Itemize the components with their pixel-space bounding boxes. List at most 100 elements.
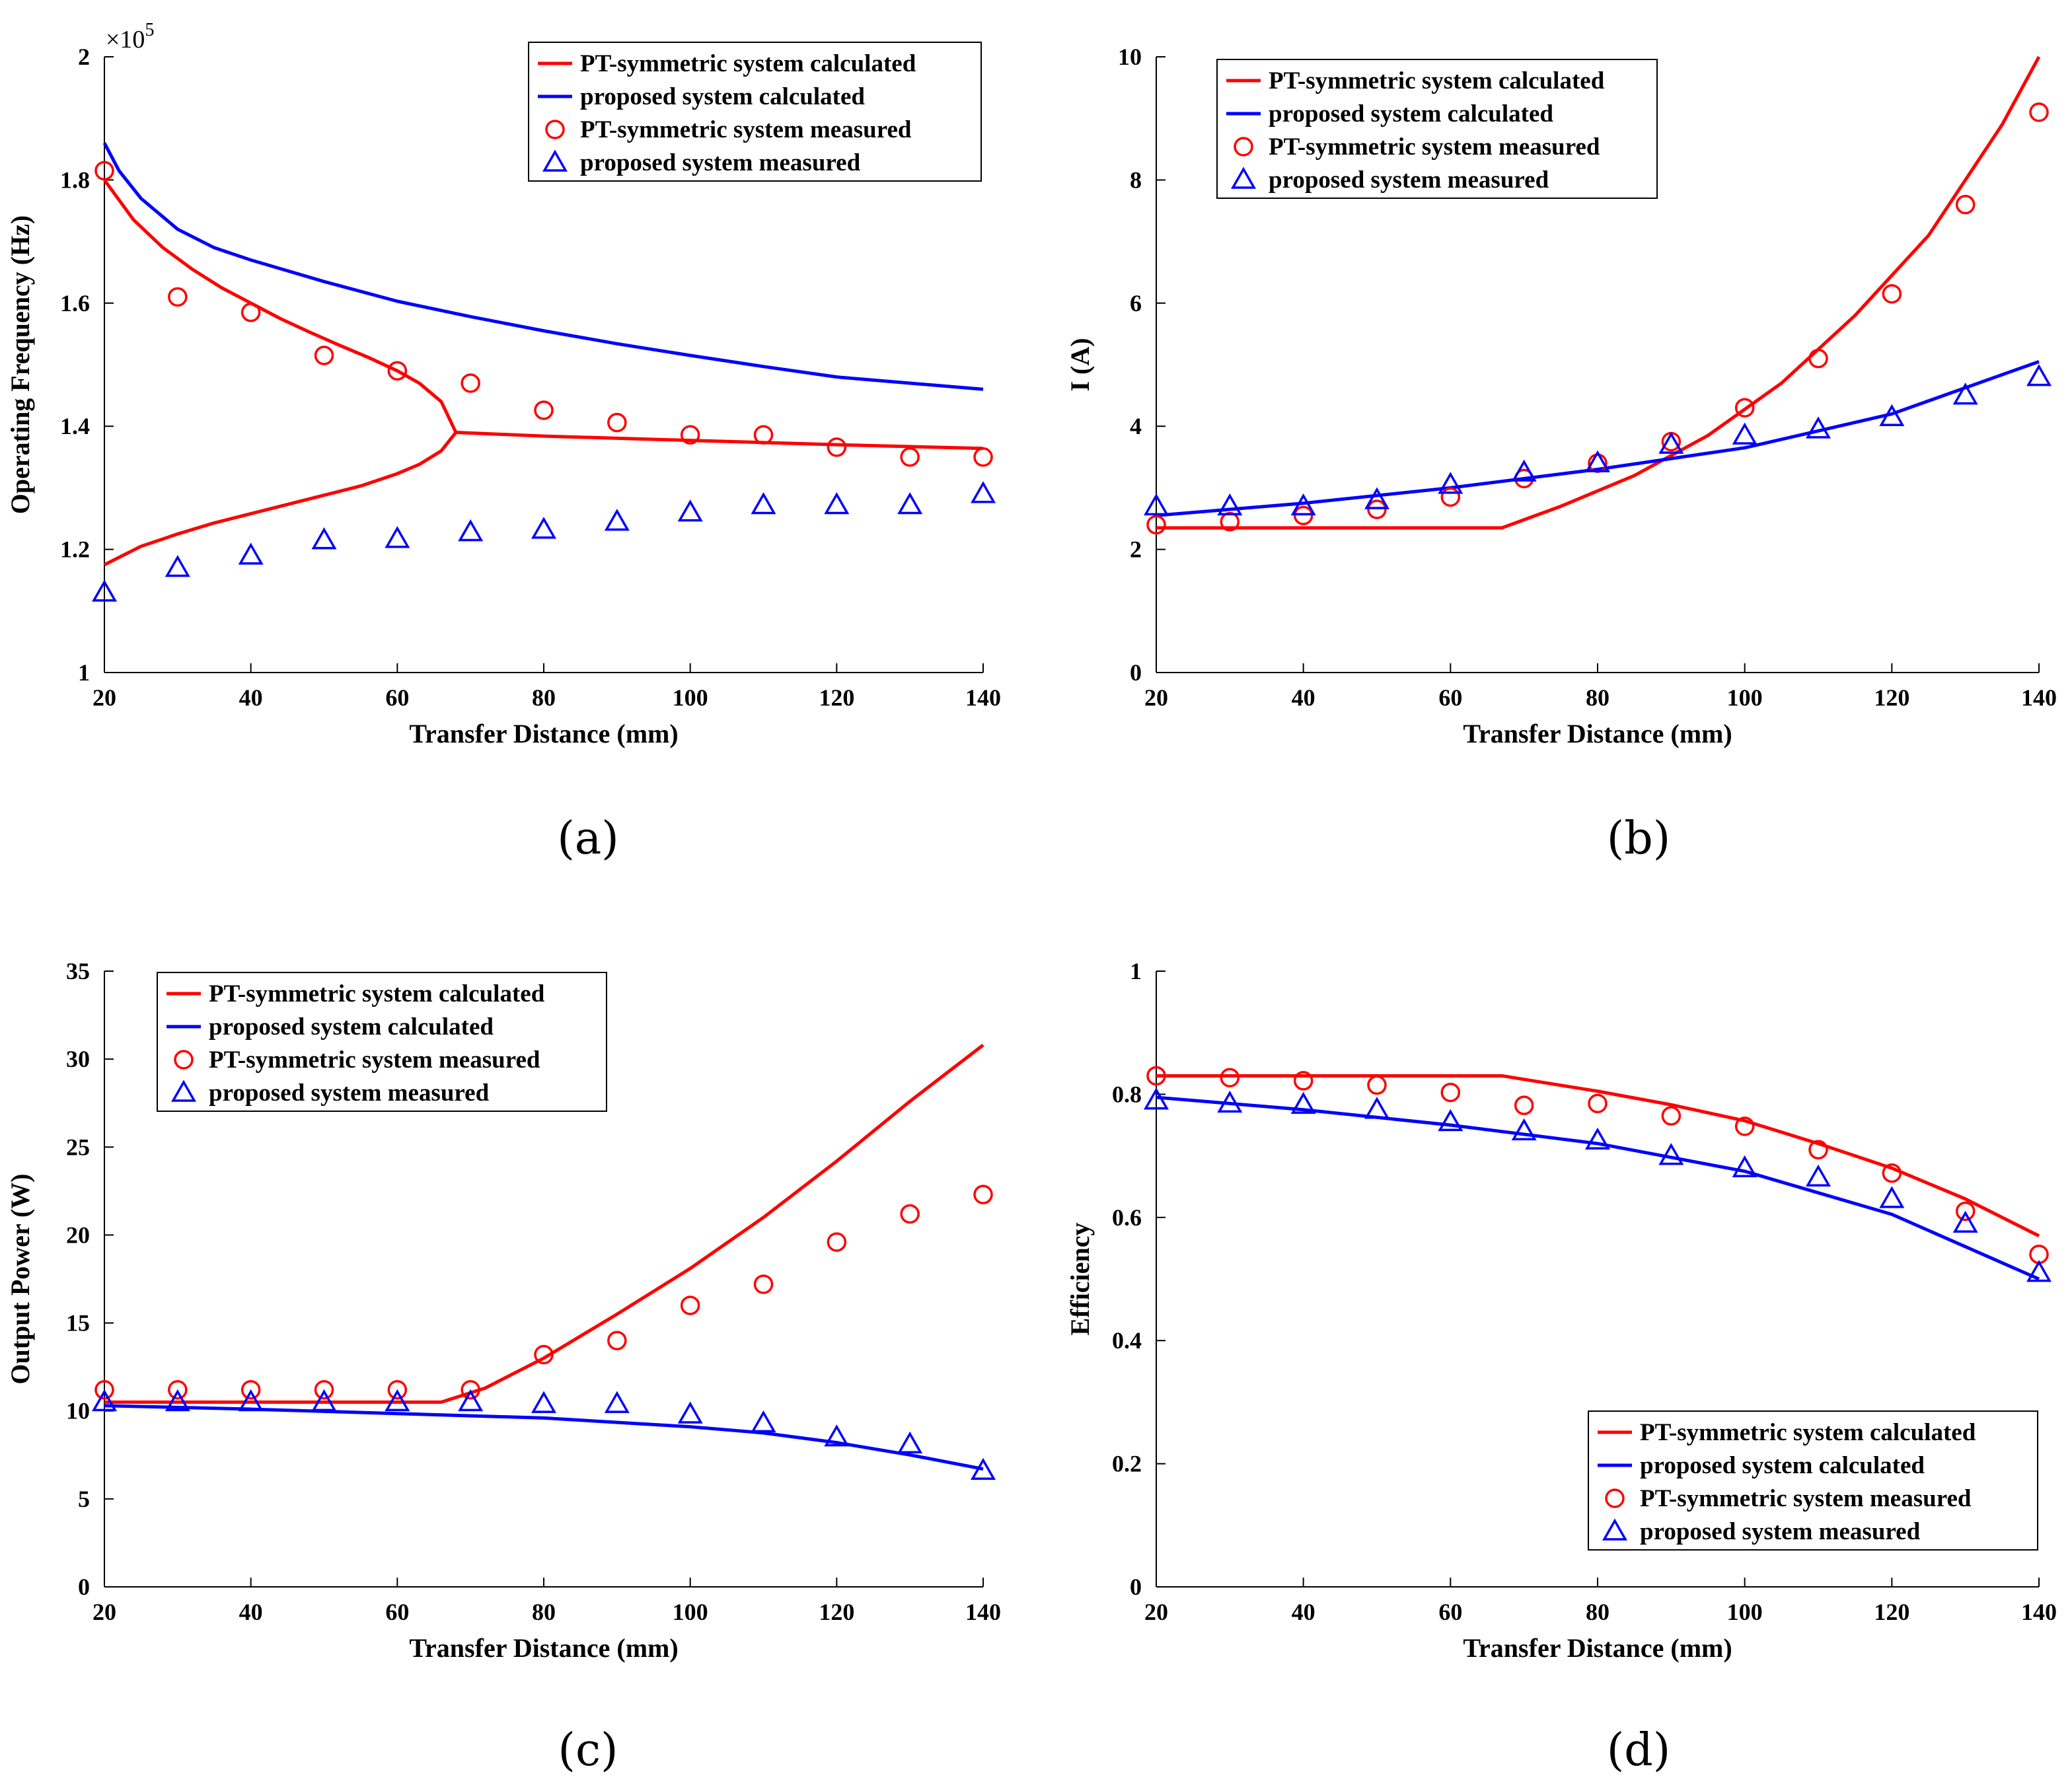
legend-triangle-swatch — [542, 149, 568, 172]
y-tick-label: 8 — [1130, 166, 1142, 193]
marker-triangle — [1584, 1127, 1611, 1150]
marker-triangle — [238, 542, 264, 565]
marker-circle — [1293, 1071, 1314, 1091]
series-line-0 — [1156, 1074, 2040, 1237]
legend-box — [157, 972, 607, 1112]
marker-circle — [461, 1380, 480, 1400]
marker-triangle — [311, 527, 337, 550]
legend: PT-symmetric system calculated proposed s… — [528, 42, 982, 182]
chart-panel-b: 20 40 60 80 100 120 140 0 2 4 6 8 10 Transfer Distanc… — [1065, 44, 2057, 865]
x-tick-label: 40 — [239, 1599, 263, 1625]
marker-triangle — [1438, 1109, 1463, 1132]
marker-circle — [1734, 398, 1755, 418]
marker-triangle — [824, 492, 850, 515]
marker-circle — [94, 1380, 114, 1400]
panel-label: (c) — [558, 1724, 618, 1776]
x-tick-label: 60 — [1438, 684, 1462, 711]
marker-triangle — [1805, 416, 1832, 439]
y-tick-label: 0 — [1130, 659, 1142, 686]
chart-panel-c: 20 40 60 80 100 120 140 0 5 10 15 20 25 30 35 Transfer … — [5, 958, 1001, 1776]
legend-entry: proposed system measured — [1640, 1518, 1921, 1545]
marker-triangle — [604, 1391, 630, 1413]
legend-entry: PT-symmetric system measured — [1269, 133, 1600, 161]
marker-circle — [827, 1232, 847, 1252]
x-tick-label: 120 — [1874, 684, 1909, 711]
marker-triangle — [1290, 1091, 1316, 1114]
panel-label: (d) — [1607, 1724, 1671, 1776]
marker-triangle — [1952, 1210, 1978, 1233]
x-tick-label: 20 — [1144, 684, 1168, 711]
marker-circle — [827, 437, 847, 457]
legend-entry: proposed system measured — [1269, 166, 1549, 194]
marker-triangle — [1952, 383, 1978, 405]
marker-circle — [240, 1380, 261, 1400]
marker-triangle — [531, 1391, 557, 1413]
legend-entry: PT-symmetric system measured — [580, 116, 912, 143]
y-exponent-label: ×105 — [106, 20, 154, 54]
x-tick-label: 80 — [532, 1599, 556, 1625]
legend-entry: proposed system calculated — [1269, 100, 1553, 128]
marker-circle — [1882, 284, 1902, 304]
marker-circle — [1955, 1201, 1976, 1222]
x-tick-label: 80 — [1586, 684, 1610, 711]
marker-triangle — [531, 517, 557, 539]
series-line-1 — [1156, 359, 2040, 517]
x-tick-label: 40 — [1292, 684, 1315, 711]
x-tick-label: 100 — [673, 1599, 708, 1625]
marker-circle — [168, 1380, 188, 1400]
y-tick-label: 0 — [78, 1574, 90, 1600]
marker-triangle — [91, 1389, 118, 1412]
x-tick-label: 40 — [1292, 1599, 1315, 1625]
marker-circle — [753, 1274, 774, 1294]
marker-circle — [680, 425, 700, 445]
y-tick-label: 0.4 — [1112, 1327, 1142, 1354]
marker-triangle — [1364, 487, 1390, 509]
marker-circle — [534, 400, 554, 420]
marker-circle — [607, 1331, 627, 1350]
series-line-3 — [102, 142, 984, 391]
y-tick-label: 0.2 — [1112, 1451, 1142, 1477]
marker-circle — [900, 447, 920, 467]
panel-label: (a) — [557, 813, 619, 865]
y-tick-label: 6 — [1130, 290, 1142, 316]
marker-triangle — [458, 1389, 484, 1412]
y-tick-label: 10 — [66, 1398, 90, 1424]
marker-triangle — [970, 1457, 996, 1480]
x-tick-label: 140 — [965, 684, 1001, 711]
x-tick-label: 100 — [1727, 684, 1763, 711]
marker-circle — [1955, 194, 1976, 215]
legend-entry: PT-symmetric system measured — [1640, 1485, 1972, 1512]
legend-box — [528, 42, 982, 182]
series-line-1 — [1156, 1095, 2040, 1281]
marker-triangle — [458, 519, 484, 542]
y-tick-label: 2 — [78, 44, 90, 70]
legend-entry: PT-symmetric system calculated — [1269, 67, 1605, 94]
legend: PT-symmetric system calculated proposed s… — [1216, 59, 1658, 199]
marker-triangle — [1217, 1090, 1243, 1113]
x-tick-label: 100 — [673, 684, 708, 711]
marker-triangle — [677, 499, 703, 522]
marker-circle — [461, 373, 480, 393]
y-tick-label: 1.2 — [60, 536, 90, 563]
chart-panel-a: 20 40 60 80 100 120 140 1 1.2 1.4 1.6 1.8 2 Transfer … — [5, 20, 1001, 865]
marker-triangle — [311, 1389, 337, 1412]
y-axis-title: Output Power (W) — [5, 1173, 35, 1384]
marker-circle — [1514, 1095, 1534, 1115]
marker-triangle — [2026, 1260, 2052, 1282]
marker-circle — [1440, 1082, 1461, 1103]
y-tick-label: 1 — [1130, 958, 1142, 984]
marker-triangle — [897, 1431, 923, 1454]
marker-circle — [900, 1204, 920, 1224]
marker-circle — [973, 1185, 993, 1204]
x-tick-label: 20 — [92, 684, 116, 711]
marker-triangle — [238, 1389, 264, 1412]
marker-triangle — [1658, 431, 1684, 454]
marker-triangle — [1438, 472, 1463, 494]
marker-circle — [680, 1296, 700, 1315]
marker-triangle — [1511, 459, 1537, 482]
marker-triangle — [1732, 422, 1758, 445]
y-tick-label: 10 — [1118, 44, 1142, 70]
marker-triangle — [1732, 1155, 1758, 1177]
marker-triangle — [1290, 493, 1316, 516]
